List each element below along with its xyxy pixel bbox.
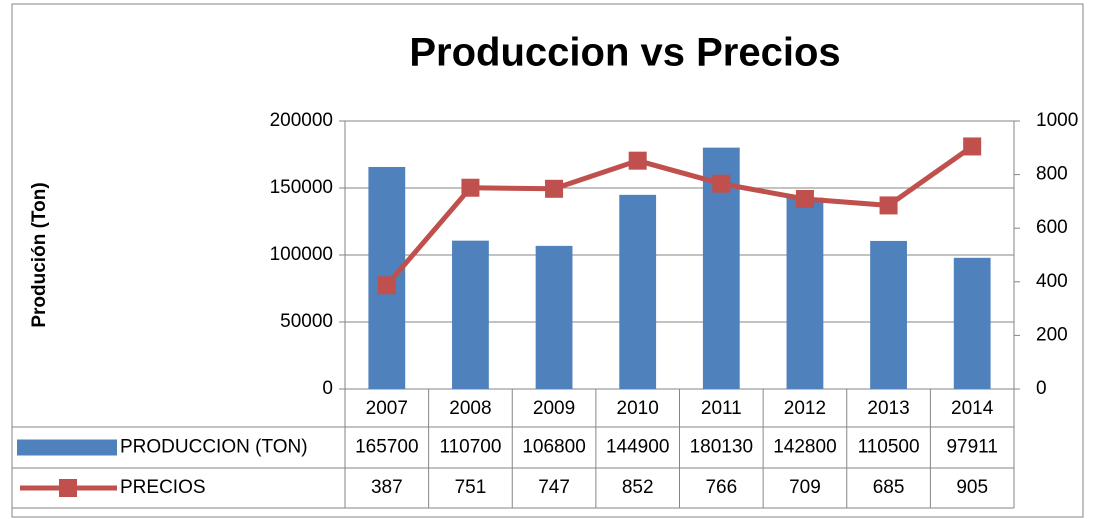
y2-tick-label: 400 bbox=[1036, 271, 1068, 292]
bar bbox=[619, 194, 657, 389]
table-value: 387 bbox=[371, 477, 403, 498]
table-value: 905 bbox=[956, 477, 988, 498]
chart-title: Produccion vs Precios bbox=[409, 31, 840, 75]
y2-tick-label: 1000 bbox=[1036, 110, 1078, 131]
x-tick-label: 2014 bbox=[951, 398, 994, 419]
table-value: 751 bbox=[455, 477, 487, 498]
marker bbox=[461, 178, 480, 197]
legend-label: PRODUCCION (TON) bbox=[120, 437, 308, 458]
table-value: 142800 bbox=[773, 437, 836, 458]
table-value: 685 bbox=[873, 477, 905, 498]
table-value: 180130 bbox=[690, 437, 753, 458]
table-value: 97911 bbox=[946, 437, 997, 458]
legend-key bbox=[59, 479, 77, 497]
table-value: 852 bbox=[622, 477, 654, 498]
table-value: 709 bbox=[789, 477, 821, 498]
marker bbox=[545, 179, 564, 198]
table-value: 144900 bbox=[606, 437, 669, 458]
x-tick-label: 2013 bbox=[867, 398, 909, 419]
bar bbox=[535, 245, 573, 389]
y-tick-label: 100000 bbox=[270, 244, 333, 265]
bar bbox=[452, 240, 489, 389]
marker bbox=[712, 174, 731, 193]
table-value: 747 bbox=[538, 477, 570, 498]
y2-tick-label: 600 bbox=[1036, 217, 1068, 238]
marker bbox=[963, 137, 982, 156]
y2-tick-label: 200 bbox=[1036, 324, 1068, 345]
x-tick-label: 2012 bbox=[784, 398, 826, 419]
y-tick-label: 50000 bbox=[280, 311, 333, 332]
x-tick-label: 2008 bbox=[449, 398, 491, 419]
y-tick-label: 150000 bbox=[270, 177, 333, 198]
table-value: 106800 bbox=[522, 437, 585, 458]
legend-label: PRECIOS bbox=[120, 477, 206, 498]
x-tick-label: 2007 bbox=[366, 398, 408, 419]
marker bbox=[795, 189, 814, 208]
x-tick-label: 2011 bbox=[701, 398, 742, 419]
marker bbox=[628, 151, 647, 170]
bar bbox=[953, 257, 991, 389]
y-tick-label: 0 bbox=[322, 378, 333, 399]
y-axis-title: Produción (Ton) bbox=[29, 182, 50, 327]
table-value: 766 bbox=[705, 477, 737, 498]
y-tick-label: 200000 bbox=[270, 110, 333, 131]
x-tick-label: 2010 bbox=[617, 398, 659, 419]
table-value: 110700 bbox=[439, 437, 501, 458]
table-value: 165700 bbox=[355, 437, 418, 458]
marker bbox=[879, 196, 898, 215]
table-value: 110500 bbox=[858, 437, 920, 458]
x-tick-label: 2009 bbox=[533, 398, 575, 419]
marker bbox=[377, 276, 396, 295]
y2-tick-label: 800 bbox=[1036, 164, 1068, 185]
bar bbox=[786, 197, 824, 389]
bar bbox=[870, 240, 907, 389]
y2-tick-label: 0 bbox=[1036, 378, 1047, 399]
line bbox=[384, 144, 974, 287]
legend-key bbox=[17, 439, 117, 456]
